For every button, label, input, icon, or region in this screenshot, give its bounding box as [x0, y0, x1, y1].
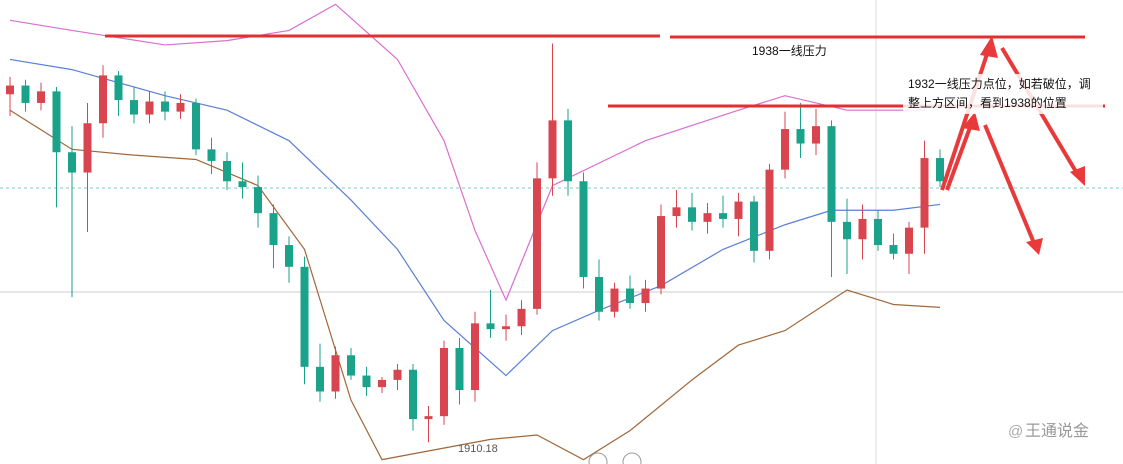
candle-body	[440, 348, 448, 417]
candle-body	[52, 91, 61, 153]
candle-body	[254, 187, 262, 214]
candle-body	[874, 218, 882, 246]
candle-body	[378, 379, 386, 388]
icon	[588, 452, 608, 464]
candle-body	[99, 75, 107, 124]
candle-body	[192, 102, 200, 150]
candle-body	[68, 152, 76, 173]
candle-body	[393, 369, 402, 380]
candle-body	[316, 366, 324, 392]
candle-body	[796, 129, 805, 144]
candle-body	[920, 158, 929, 228]
candle-body	[21, 85, 30, 103]
candle-body	[610, 288, 619, 312]
candle-body	[750, 201, 758, 251]
candle-body	[486, 323, 495, 330]
candle-body	[6, 85, 14, 95]
candle-body	[533, 178, 541, 309]
candle-body	[579, 181, 588, 277]
candle-body	[734, 201, 743, 219]
band-line	[9, 58, 941, 377]
candle-body	[595, 276, 603, 312]
candle-body	[719, 213, 727, 219]
candle-body	[130, 100, 138, 115]
candle-body	[517, 308, 526, 327]
candle-body	[238, 181, 247, 188]
candle-body	[905, 227, 913, 254]
candle-body	[347, 355, 355, 376]
candle-body	[37, 91, 45, 103]
annotation: 整上方区间，看到1938的位置	[908, 95, 1067, 110]
candle-body	[114, 75, 123, 101]
candle-body	[455, 348, 464, 391]
candle-body	[269, 213, 278, 246]
low-label: 1910.18	[458, 443, 498, 455]
candle-body	[936, 158, 944, 182]
candle-body	[409, 369, 417, 420]
candle-body	[207, 149, 216, 161]
candle-body	[626, 288, 634, 304]
plot	[6, 3, 944, 461]
annotation: 1932一线压力点位，如若破位，调	[908, 76, 1091, 91]
candle-body	[657, 216, 665, 289]
candle-body	[471, 323, 479, 391]
candle-body	[161, 101, 169, 112]
candle-body	[765, 169, 774, 251]
candle-body	[672, 207, 681, 217]
arrows	[940, 36, 1085, 255]
candle-body	[827, 126, 836, 222]
band-line	[9, 3, 925, 302]
annotation: 1938一线压力	[752, 44, 827, 58]
candle-body	[83, 123, 92, 173]
candle-body	[331, 355, 340, 392]
candle-body	[564, 120, 572, 182]
annotation-bg	[903, 74, 1103, 114]
candle-body	[424, 416, 433, 420]
candle-body	[548, 120, 557, 179]
candle-body	[858, 218, 867, 240]
candle-body	[362, 375, 371, 388]
watermark-icon: @	[1008, 423, 1023, 440]
candle-body	[781, 129, 789, 170]
candle-body	[889, 245, 898, 254]
candle-body	[812, 126, 820, 144]
candle-body	[176, 102, 185, 112]
icon	[622, 452, 642, 464]
candle-body	[223, 160, 231, 182]
candle-body	[688, 207, 696, 222]
band-line	[9, 109, 941, 461]
candle-body	[285, 245, 293, 267]
candle-body	[641, 288, 650, 304]
candle-body	[502, 326, 510, 330]
watermark: 王通说金	[1025, 422, 1089, 440]
candle-body	[145, 101, 154, 115]
candle-body	[703, 213, 712, 222]
candle-body	[843, 221, 851, 240]
candle-body	[300, 266, 309, 367]
